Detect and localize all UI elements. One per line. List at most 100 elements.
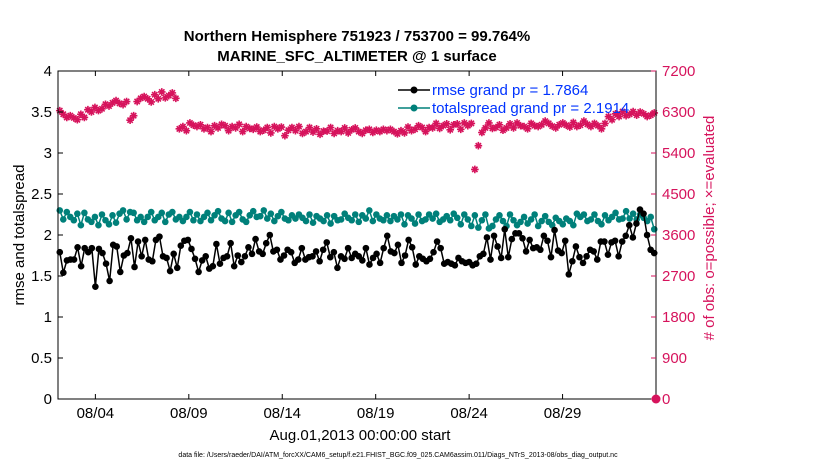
y-tick-label-left: 3.5 — [31, 104, 52, 121]
spread-point — [591, 211, 598, 218]
y-tick-label-left: 0.5 — [31, 350, 52, 367]
rmse-point — [319, 246, 327, 254]
spread-point — [235, 208, 243, 216]
evaluated-point — [558, 119, 567, 127]
spread-point — [619, 215, 626, 222]
spread-point — [482, 211, 489, 218]
rmse-point — [259, 250, 266, 258]
spread-point — [256, 212, 264, 220]
evaluated-point — [119, 100, 127, 109]
spread-point — [204, 209, 211, 217]
evaluated-point — [358, 129, 367, 138]
rmse-point — [209, 262, 217, 270]
rmse-point — [526, 236, 533, 244]
spread-point — [183, 213, 190, 221]
evaluated-point — [495, 120, 504, 129]
spread-point — [225, 209, 232, 217]
evaluated-point — [330, 129, 338, 138]
rmse-point — [223, 253, 231, 260]
spread-point — [81, 209, 88, 217]
rmse-point — [601, 238, 608, 245]
evaluated-point — [460, 119, 469, 127]
evaluated-point — [400, 129, 409, 137]
spread-point — [464, 216, 472, 223]
spread-point — [323, 212, 331, 219]
evaluated-point — [186, 119, 194, 127]
spread-point — [221, 217, 229, 225]
rmse-point — [166, 267, 174, 275]
rmse-point — [113, 243, 121, 250]
rmse-point — [593, 256, 601, 263]
rmse-point — [408, 244, 416, 251]
evaluated-point — [365, 125, 374, 134]
rmse-point — [131, 263, 138, 271]
spread-point — [320, 217, 327, 225]
spread-point — [478, 216, 486, 224]
rmse-point — [391, 249, 398, 257]
spread-point — [158, 209, 166, 217]
evaluated-point — [573, 122, 581, 131]
spread-point — [348, 216, 356, 224]
evaluated-point — [502, 124, 511, 132]
evaluated-point — [101, 100, 110, 109]
spread-point — [559, 221, 567, 228]
evaluated-point — [608, 115, 616, 124]
possible-point — [651, 394, 661, 404]
spread-point — [214, 207, 222, 215]
spread-point — [193, 211, 201, 218]
evaluated-point — [407, 126, 416, 135]
x-tick-label: 08/14 — [263, 405, 301, 422]
evaluated-point — [182, 126, 191, 135]
rmse-point — [401, 252, 409, 259]
rmse-point — [451, 262, 459, 269]
rmse-point — [380, 244, 387, 252]
evaluated-point — [326, 123, 335, 132]
evaluated-point — [210, 121, 219, 130]
rmse-point — [252, 235, 259, 243]
evaluated-point — [214, 124, 222, 132]
spread-point — [580, 211, 588, 218]
evaluated-point — [527, 119, 535, 128]
evaluated-point — [94, 106, 103, 115]
rmse-point — [519, 234, 526, 242]
evaluated-point — [154, 94, 163, 103]
evaluated-point — [650, 109, 659, 117]
evaluated-point — [263, 123, 272, 132]
rmse-point — [298, 244, 306, 252]
evaluated-point — [376, 127, 384, 136]
evaluated-point — [147, 98, 156, 106]
evaluated-point — [537, 120, 546, 129]
spread-point — [337, 216, 345, 223]
spread-point — [302, 217, 310, 225]
spread-point — [123, 216, 130, 223]
rmse-point — [273, 246, 281, 254]
rmse-point — [618, 238, 626, 245]
spread-point — [91, 213, 99, 221]
evaluated-point — [291, 126, 300, 135]
evaluated-point — [523, 125, 532, 133]
rmse-point — [77, 262, 85, 270]
spread-point — [650, 225, 658, 233]
evaluated-point — [421, 127, 430, 136]
evaluated-point — [632, 111, 641, 119]
evaluated-point — [221, 121, 229, 130]
spread-point — [355, 218, 363, 226]
evaluated-point — [597, 125, 606, 133]
evaluated-point — [281, 131, 289, 140]
spread-point — [548, 221, 556, 229]
evaluated-point — [639, 110, 648, 118]
spread-point — [408, 215, 415, 222]
rmse-point — [188, 245, 195, 253]
spread-point — [397, 211, 405, 218]
evaluated-point — [471, 165, 479, 174]
evaluated-point — [492, 123, 500, 132]
spread-point — [95, 221, 102, 229]
rmse-point — [138, 253, 145, 260]
evaluated-point — [453, 120, 462, 128]
evaluated-point — [516, 121, 525, 130]
rmse-point — [127, 234, 135, 242]
y-tick-label-right: 3600 — [662, 227, 695, 244]
y-tick-label-left: 1.5 — [31, 268, 52, 285]
evaluated-point — [91, 103, 99, 112]
evaluated-point — [580, 117, 588, 125]
